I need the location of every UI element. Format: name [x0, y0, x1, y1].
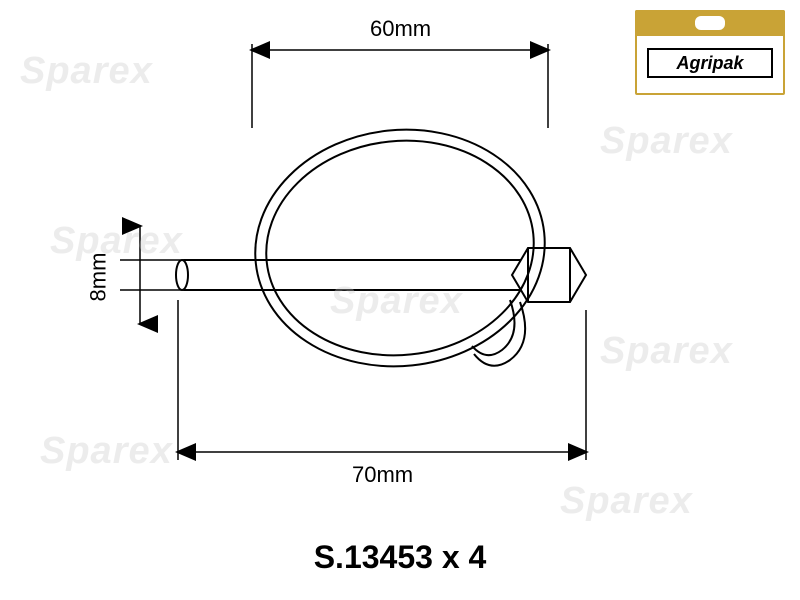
agripak-hanger: [635, 10, 785, 36]
canvas: Sparex Sparex Sparex Sparex Sparex Spare…: [0, 0, 800, 600]
dim-pin-diameter: 8mm: [85, 253, 111, 302]
dim-ring-width: 60mm: [370, 16, 431, 42]
product-code: S.13453 x 4: [314, 539, 487, 576]
dim-overall-width: 70mm: [352, 462, 413, 488]
agripak-badge: Agripak: [635, 10, 785, 95]
agripak-label: Agripak: [647, 48, 773, 78]
